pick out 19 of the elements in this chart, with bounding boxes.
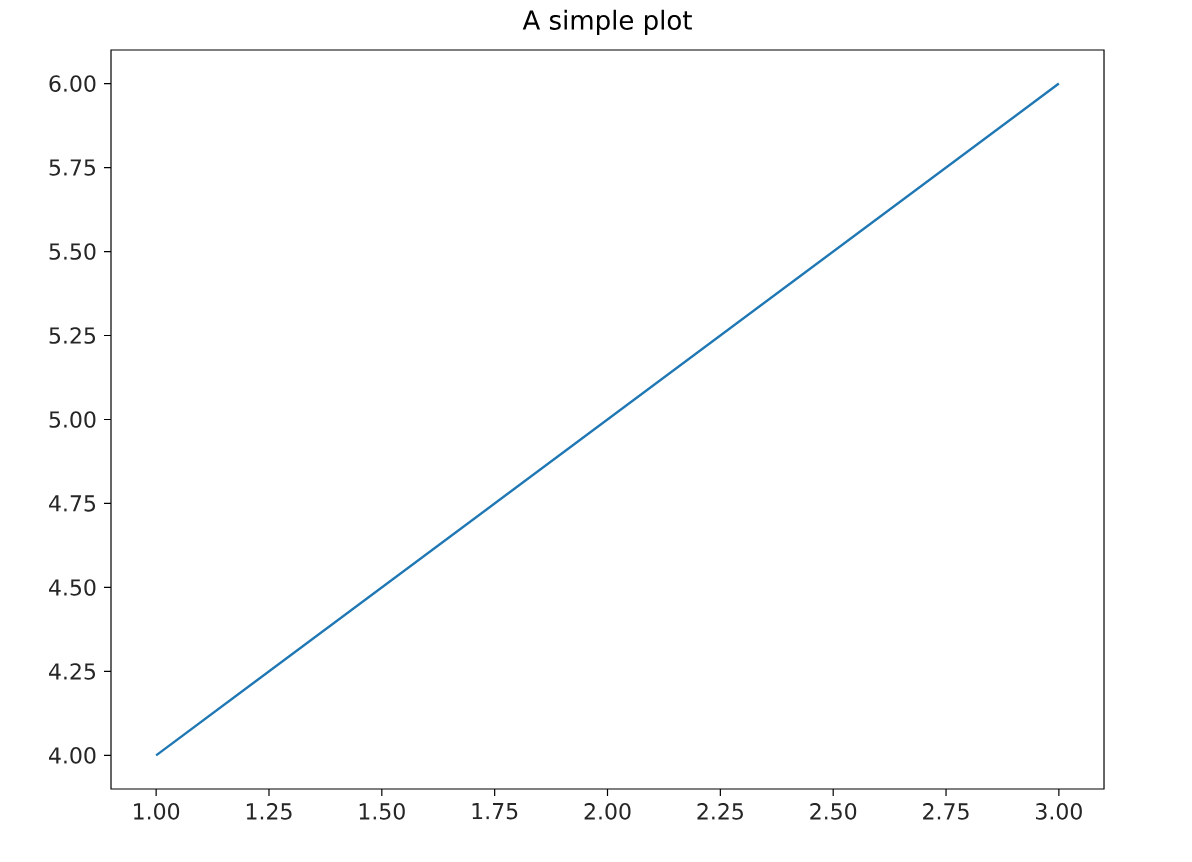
x-tick-label: 2.50	[810, 803, 857, 820]
y-tick-label: 5.75	[49, 159, 96, 176]
x-tick-label: 1.25	[246, 803, 292, 820]
y-tick-label: 5.25	[49, 327, 96, 344]
x-tick-label: 2.25	[697, 803, 743, 820]
x-tick-label: 2.75	[923, 803, 969, 820]
y-tick-label: 4.50	[49, 579, 96, 596]
y-tick-label: 4.75	[49, 495, 96, 512]
y-tick-label: 4.00	[49, 747, 96, 764]
y-tick-label: 5.00	[49, 411, 96, 428]
x-tick-label: 1.00	[134, 803, 180, 820]
chart-title: A simple plot	[522, 9, 692, 35]
y-tick-label: 5.50	[49, 243, 96, 260]
x-tick-label: 1.75	[472, 803, 518, 820]
y-tick-label: 6.00	[49, 75, 96, 92]
x-tick-label: 2.00	[584, 803, 631, 820]
y-tick-label: 4.25	[49, 663, 96, 680]
x-tick-label: 1.50	[359, 803, 405, 820]
x-tick-label: 3.00	[1036, 803, 1082, 820]
